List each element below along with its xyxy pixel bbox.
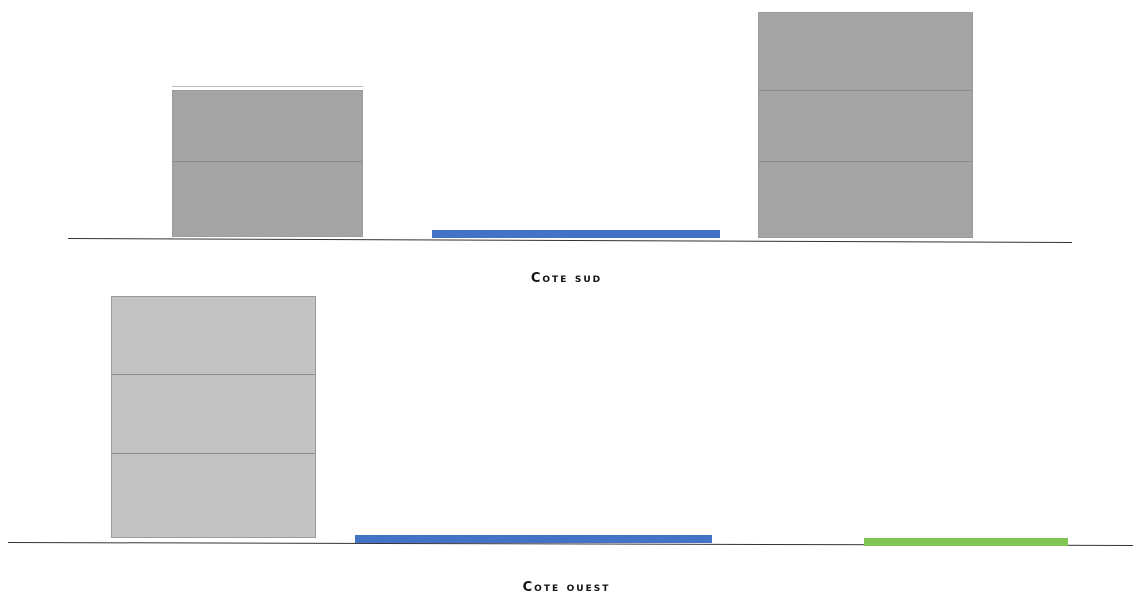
building-right (758, 12, 973, 238)
floor-line (112, 453, 315, 454)
elevation-west: Cote ouest (0, 290, 1133, 595)
ground-line (67, 238, 1072, 244)
roof-edge (172, 86, 363, 87)
floor-line (759, 90, 972, 91)
building-left (172, 90, 363, 237)
floor-line (112, 374, 315, 375)
elevation-caption: Cote ouest (522, 580, 611, 595)
elevation-south: Cote sud (0, 0, 1133, 290)
building-left (111, 296, 316, 538)
floor-line (173, 161, 362, 162)
elevation-caption: Cote sud (530, 271, 603, 286)
blue-strip (355, 535, 712, 543)
blue-strip (432, 230, 720, 238)
floor-line (759, 161, 972, 162)
green-strip (864, 538, 1068, 546)
